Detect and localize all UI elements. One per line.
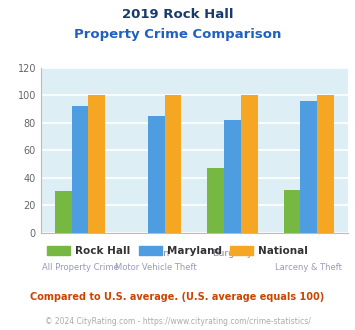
Text: © 2024 CityRating.com - https://www.cityrating.com/crime-statistics/: © 2024 CityRating.com - https://www.city… bbox=[45, 317, 310, 326]
Bar bbox=[284, 190, 300, 233]
Bar bbox=[224, 120, 241, 233]
Text: 2019 Rock Hall: 2019 Rock Hall bbox=[122, 8, 233, 21]
Text: Burglary: Burglary bbox=[212, 249, 253, 258]
Bar bbox=[317, 95, 334, 233]
Text: Compared to U.S. average. (U.S. average equals 100): Compared to U.S. average. (U.S. average … bbox=[31, 292, 324, 302]
Bar bbox=[55, 191, 72, 233]
Text: Motor Vehicle Theft: Motor Vehicle Theft bbox=[115, 263, 197, 272]
Text: Property Crime Comparison: Property Crime Comparison bbox=[74, 28, 281, 41]
Bar bbox=[207, 168, 224, 233]
Text: Arson: Arson bbox=[143, 249, 170, 258]
Bar bbox=[165, 95, 181, 233]
Text: Larceny & Theft: Larceny & Theft bbox=[275, 263, 342, 272]
Bar bbox=[72, 106, 88, 233]
Bar bbox=[241, 95, 258, 233]
Bar bbox=[88, 95, 105, 233]
Text: All Property Crime: All Property Crime bbox=[42, 263, 118, 272]
Bar bbox=[300, 101, 317, 233]
Legend: Rock Hall, Maryland, National: Rock Hall, Maryland, National bbox=[43, 242, 312, 260]
Bar bbox=[148, 116, 165, 233]
